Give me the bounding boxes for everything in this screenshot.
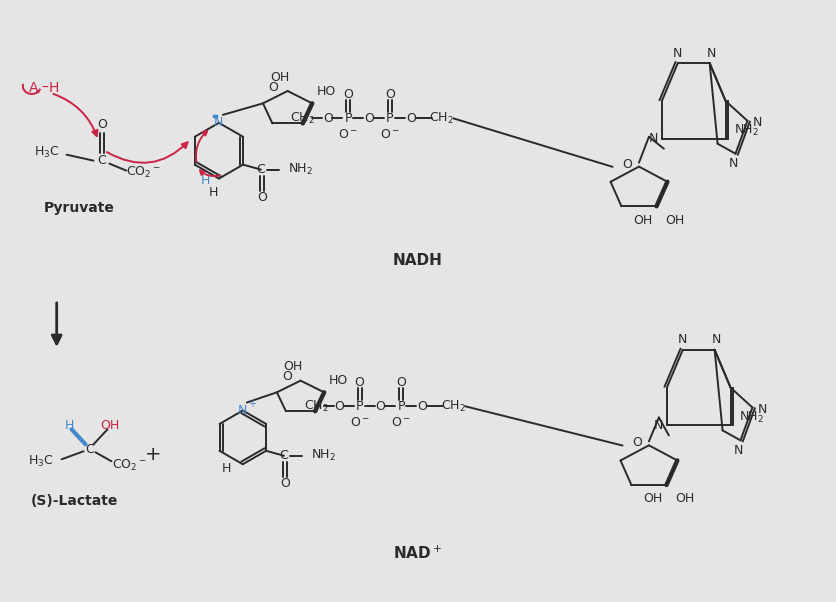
Text: O: O [417, 400, 427, 413]
FancyArrowPatch shape [36, 89, 40, 94]
Text: CH$_2$: CH$_2$ [429, 111, 454, 126]
Text: C: C [85, 443, 94, 456]
Text: N: N [650, 132, 659, 145]
Text: OH: OH [270, 70, 289, 84]
Text: O: O [280, 477, 290, 490]
Text: OH: OH [643, 492, 662, 506]
Text: O: O [375, 400, 385, 413]
Text: CH$_2$: CH$_2$ [441, 399, 466, 414]
Text: +: + [247, 399, 256, 409]
Text: O$^-$: O$^-$ [380, 128, 400, 141]
Text: N: N [678, 334, 687, 346]
Text: NH$_2$: NH$_2$ [288, 162, 313, 177]
Text: O: O [354, 376, 364, 389]
Text: N: N [707, 46, 716, 60]
Text: H: H [48, 81, 59, 95]
Text: O$^-$: O$^-$ [349, 416, 370, 429]
Text: OH: OH [665, 214, 684, 227]
Text: HO: HO [317, 85, 336, 98]
Text: O$^-$: O$^-$ [391, 416, 411, 429]
Text: N: N [214, 116, 223, 129]
Text: P: P [344, 112, 352, 125]
FancyArrowPatch shape [200, 170, 220, 176]
Text: H: H [208, 186, 217, 199]
Text: OH: OH [283, 360, 302, 373]
Text: (S)-Lactate: (S)-Lactate [31, 494, 118, 508]
Text: H$_3$C: H$_3$C [28, 454, 54, 469]
Text: NAD$^+$: NAD$^+$ [394, 545, 442, 562]
Text: N: N [238, 404, 247, 417]
Text: HO: HO [329, 374, 348, 387]
Text: P: P [386, 112, 394, 125]
Text: N: N [655, 419, 664, 432]
Text: –: – [41, 81, 48, 95]
Text: O: O [364, 112, 374, 125]
Text: C: C [97, 154, 106, 167]
FancyArrowPatch shape [196, 131, 207, 162]
Text: A: A [29, 81, 38, 95]
Text: O: O [334, 400, 344, 413]
Text: N: N [752, 116, 762, 129]
Text: O: O [396, 376, 406, 389]
Text: O: O [98, 119, 107, 131]
Text: OH: OH [99, 419, 119, 432]
Text: OH: OH [675, 492, 694, 506]
FancyArrowPatch shape [107, 142, 187, 163]
Text: NADH: NADH [393, 253, 443, 268]
Text: O: O [257, 191, 267, 204]
Text: O: O [268, 81, 278, 94]
Text: N: N [734, 444, 743, 457]
Text: H: H [222, 462, 232, 475]
Text: O: O [622, 158, 632, 171]
Text: H: H [65, 419, 74, 432]
Text: O$^-$: O$^-$ [338, 128, 358, 141]
FancyArrowPatch shape [54, 94, 98, 136]
Text: NH$_2$: NH$_2$ [311, 448, 336, 464]
Text: O: O [324, 112, 333, 125]
Text: P: P [356, 400, 364, 413]
Text: P: P [398, 400, 405, 413]
Text: O: O [282, 370, 292, 383]
Text: CH$_2$: CH$_2$ [290, 111, 315, 126]
Text: O: O [405, 112, 415, 125]
Text: O: O [385, 88, 395, 101]
Text: CH$_2$: CH$_2$ [303, 399, 329, 414]
Text: Pyruvate: Pyruvate [44, 202, 115, 216]
Text: +: + [145, 445, 161, 464]
Text: O: O [632, 436, 642, 450]
Text: NH$_2$: NH$_2$ [733, 123, 758, 138]
Text: H: H [201, 174, 210, 187]
Text: N: N [757, 403, 767, 416]
Text: C: C [279, 449, 288, 462]
Text: NH$_2$: NH$_2$ [738, 410, 763, 425]
Text: N: N [712, 334, 721, 346]
Text: N: N [729, 157, 738, 170]
Text: H$_3$C: H$_3$C [34, 145, 59, 160]
Text: C: C [257, 163, 265, 176]
Text: CO$_2$$^-$: CO$_2$$^-$ [112, 458, 147, 473]
Text: OH: OH [633, 214, 652, 227]
Text: O: O [343, 88, 353, 101]
Text: CO$_2$$^-$: CO$_2$$^-$ [126, 165, 161, 180]
Text: N: N [673, 46, 682, 60]
